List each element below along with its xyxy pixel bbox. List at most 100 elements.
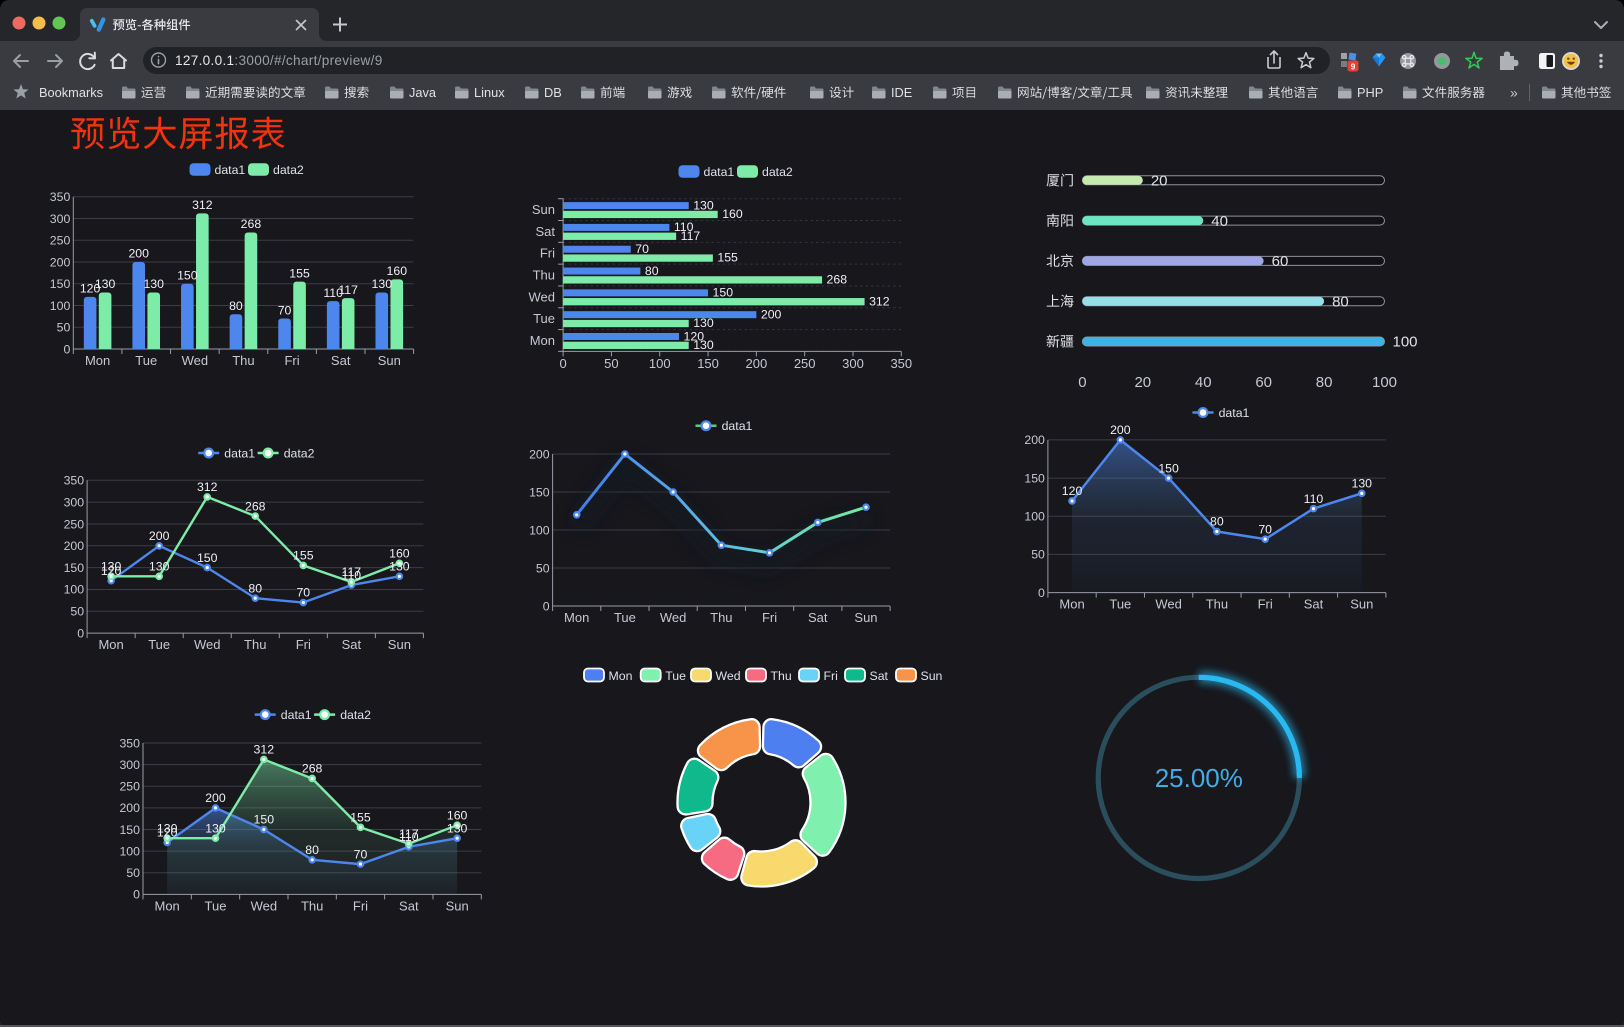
svg-text:Thu: Thu [1206, 597, 1228, 612]
svg-text:PHP: PHP [1357, 85, 1383, 100]
svg-text:350: 350 [890, 356, 912, 371]
svg-text:100: 100 [1372, 374, 1397, 391]
svg-text:Sat: Sat [535, 224, 555, 239]
svg-text:160: 160 [722, 207, 743, 221]
svg-text:80: 80 [229, 299, 243, 313]
svg-text:100: 100 [1024, 510, 1045, 524]
svg-text:160: 160 [387, 264, 408, 278]
svg-text:0: 0 [559, 356, 566, 371]
svg-text:110: 110 [323, 286, 343, 300]
svg-text:150: 150 [697, 356, 719, 371]
svg-text:268: 268 [245, 499, 266, 513]
svg-text:50: 50 [1031, 548, 1045, 562]
svg-text:150: 150 [50, 277, 71, 291]
svg-text:20: 20 [1134, 374, 1151, 391]
svg-text:Sun: Sun [854, 610, 877, 625]
svg-text:data1: data1 [281, 708, 312, 722]
svg-text:150: 150 [177, 268, 198, 282]
svg-text:150: 150 [64, 561, 85, 575]
svg-text:200: 200 [746, 356, 768, 371]
svg-text:50: 50 [70, 605, 84, 619]
svg-text:80: 80 [1316, 374, 1333, 391]
svg-text:120: 120 [1062, 484, 1083, 498]
svg-text:250: 250 [119, 780, 140, 794]
svg-text:Sat: Sat [331, 353, 351, 368]
svg-text:Tue: Tue [665, 669, 686, 683]
svg-text:Sun: Sun [921, 669, 943, 683]
svg-text:data2: data2 [340, 708, 371, 722]
svg-text:25.00%: 25.00% [1155, 763, 1243, 793]
svg-text:100: 100 [50, 299, 71, 313]
svg-text:Java: Java [409, 85, 437, 100]
svg-text:Sun: Sun [532, 202, 555, 217]
svg-text:Sat: Sat [1304, 597, 1324, 612]
svg-text:200: 200 [119, 801, 140, 815]
svg-text:350: 350 [50, 190, 71, 204]
svg-text:155: 155 [350, 811, 371, 825]
svg-text:70: 70 [354, 847, 368, 861]
svg-text:Mon: Mon [564, 610, 589, 625]
svg-text:0: 0 [133, 888, 140, 902]
svg-text:70: 70 [296, 586, 310, 600]
svg-text:Thu: Thu [232, 353, 254, 368]
svg-text:data2: data2 [273, 163, 304, 177]
svg-text:80: 80 [248, 581, 262, 595]
svg-text:150: 150 [529, 485, 550, 499]
svg-text:Wed: Wed [529, 289, 556, 304]
svg-text:9: 9 [1351, 62, 1356, 72]
svg-text:Sun: Sun [1350, 597, 1373, 612]
svg-text:data1: data1 [224, 446, 255, 460]
svg-text:312: 312 [197, 480, 218, 494]
svg-text:130: 130 [372, 277, 393, 291]
svg-text:120: 120 [80, 282, 101, 296]
svg-text:0: 0 [543, 599, 550, 613]
svg-text:Tue: Tue [614, 610, 636, 625]
svg-text:Wed: Wed [251, 899, 278, 914]
svg-text:120: 120 [101, 564, 122, 578]
svg-text:Mon: Mon [85, 353, 110, 368]
svg-text:Sun: Sun [378, 353, 401, 368]
svg-text:data1: data1 [704, 165, 735, 179]
svg-text:150: 150 [713, 286, 734, 300]
svg-text:127.0.0.1:3000/#/chart/preview: 127.0.0.1:3000/#/chart/preview/9 [175, 53, 383, 68]
svg-text:150: 150 [197, 551, 218, 565]
svg-text:130: 130 [143, 277, 164, 291]
svg-text:100: 100 [529, 523, 550, 537]
svg-text:60: 60 [1272, 253, 1289, 270]
svg-text:0: 0 [77, 626, 84, 640]
svg-text:110: 110 [399, 830, 419, 844]
svg-text:130: 130 [447, 821, 468, 835]
svg-text:Tue: Tue [1109, 597, 1131, 612]
svg-text:155: 155 [717, 251, 738, 265]
svg-text:150: 150 [1158, 461, 1179, 475]
svg-text:Wed: Wed [716, 669, 741, 683]
svg-text:350: 350 [64, 474, 85, 488]
svg-text:Fri: Fri [762, 610, 777, 625]
svg-text:130: 130 [389, 560, 410, 574]
svg-text:268: 268 [302, 762, 323, 776]
svg-text:70: 70 [635, 242, 649, 256]
svg-text:250: 250 [50, 234, 71, 248]
svg-text:80: 80 [645, 264, 659, 278]
svg-text:130: 130 [693, 316, 714, 330]
svg-text:40: 40 [1211, 213, 1228, 230]
svg-text:Thu: Thu [710, 610, 732, 625]
svg-text:80: 80 [1210, 515, 1224, 529]
svg-text:268: 268 [827, 273, 848, 287]
svg-text:Mon: Mon [1059, 597, 1084, 612]
svg-text:Fri: Fri [540, 246, 555, 261]
svg-text:IDE: IDE [891, 85, 912, 100]
svg-text:300: 300 [50, 212, 71, 226]
svg-text:Sat: Sat [399, 899, 419, 914]
svg-text:Thu: Thu [301, 899, 323, 914]
svg-text:130: 130 [95, 277, 116, 291]
svg-text:50: 50 [57, 321, 71, 335]
svg-text:0: 0 [1078, 374, 1086, 391]
svg-text:data1: data1 [722, 419, 753, 433]
svg-text:Fri: Fri [1258, 597, 1273, 612]
svg-text:312: 312 [869, 294, 890, 308]
svg-text:130: 130 [101, 560, 122, 574]
svg-text:Sat: Sat [808, 610, 828, 625]
svg-text:Thu: Thu [533, 268, 555, 283]
svg-text:80: 80 [1332, 293, 1349, 310]
